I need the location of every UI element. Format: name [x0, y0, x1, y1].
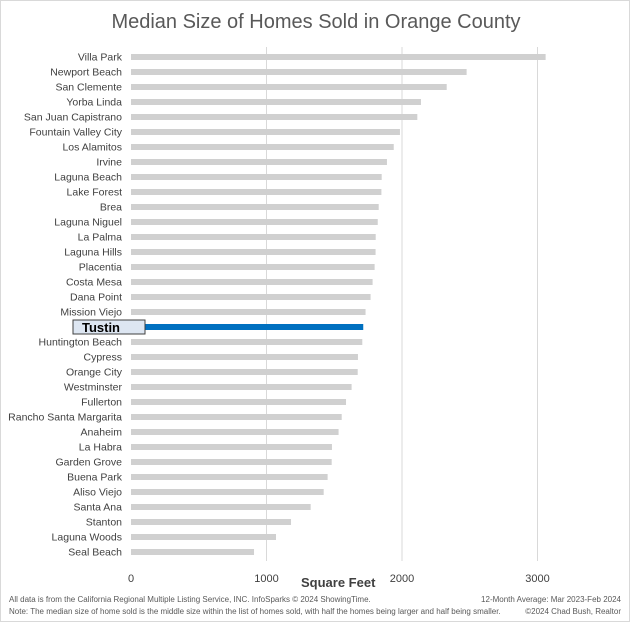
bar-costa-mesa [131, 279, 373, 285]
y-tick-label: Villa Park [78, 52, 123, 64]
y-tick-label: San Clemente [55, 82, 122, 94]
bar-santa-ana [131, 504, 311, 510]
y-tick-label: Rancho Santa Margarita [8, 412, 122, 424]
y-tick-label: Tustin [82, 320, 120, 335]
y-tick-label: La Palma [78, 232, 123, 244]
y-tick-label: Orange City [66, 367, 123, 379]
x-tick-label: 1000 [254, 573, 278, 585]
y-tick-label: Yorba Linda [66, 97, 122, 109]
bar-brea [131, 204, 379, 210]
y-tick-label: Westminster [64, 382, 123, 394]
y-tick-label: Buena Park [67, 472, 123, 484]
x-tick-label: 0 [128, 573, 134, 585]
bar-rancho-santa-margarita [131, 414, 342, 420]
bar-san-clemente [131, 84, 447, 90]
y-tick-label: Laguna Woods [52, 532, 122, 544]
chart-title: Median Size of Homes Sold in Orange Coun… [111, 11, 521, 33]
footer-period: 12-Month Average: Mar 2023-Feb 2024 [481, 595, 621, 604]
y-tick-label: Fountain Valley City [29, 127, 122, 139]
y-tick-label: Newport Beach [50, 67, 122, 79]
bar-lake-forest [131, 189, 382, 195]
y-tick-label: Mission Viejo [60, 307, 122, 319]
y-tick-label: Irvine [96, 157, 122, 169]
bar-yorba-linda [131, 99, 421, 105]
bar-placentia [131, 264, 375, 270]
bar-la-palma [131, 234, 376, 240]
bar-huntington-beach [131, 339, 363, 345]
footer-credit: ©2024 Chad Bush, Realtor [525, 607, 621, 616]
bar-westminster [131, 384, 352, 390]
bar-fullerton [131, 399, 347, 405]
y-tick-label: Cypress [83, 352, 122, 364]
bar-la-habra [131, 444, 332, 450]
bar-seal-beach [131, 549, 255, 555]
bar-buena-park [131, 474, 328, 480]
bar-laguna-beach [131, 174, 382, 180]
y-tick-label: Laguna Beach [54, 172, 122, 184]
y-tick-label: Garden Grove [55, 457, 122, 469]
y-tick-label: Placentia [79, 262, 122, 274]
footer-note: Note: The median size of home sold is th… [9, 607, 501, 616]
y-tick-label: Huntington Beach [39, 337, 123, 349]
footer-source: All data is from the California Regional… [9, 595, 371, 604]
highlight-label-box [72, 319, 146, 335]
x-axis-label: Square Feet [301, 575, 376, 590]
bar-tustin [131, 324, 364, 330]
y-tick-label: Seal Beach [68, 547, 122, 559]
y-tick-label: Laguna Hills [64, 247, 122, 259]
y-tick-label: Anaheim [81, 427, 123, 439]
y-tick-label: San Juan Capistrano [24, 112, 122, 124]
bar-orange-city [131, 369, 358, 375]
y-tick-label: Costa Mesa [66, 277, 122, 289]
y-tick-label: Fullerton [81, 397, 122, 409]
y-tick-label: Los Alamitos [62, 142, 122, 154]
y-tick-label: Laguna Niguel [54, 217, 122, 229]
y-tick-label: Lake Forest [67, 187, 123, 199]
y-tick-label: Santa Ana [74, 502, 123, 514]
bar-los-alamitos [131, 144, 394, 150]
bar-anaheim [131, 429, 339, 435]
bar-aliso-viejo [131, 489, 324, 495]
y-tick-label: Aliso Viejo [73, 487, 122, 499]
bar-stanton [131, 519, 292, 525]
x-tick-label: 3000 [525, 573, 549, 585]
bar-dana-point [131, 294, 371, 300]
bar-cypress [131, 354, 358, 360]
x-tick-label: 2000 [390, 573, 414, 585]
y-tick-label: Stanton [86, 517, 122, 529]
bar-garden-grove [131, 459, 332, 465]
y-tick-label: Dana Point [70, 292, 122, 304]
bar-fountain-valley-city [131, 129, 400, 135]
bar-laguna-hills [131, 249, 376, 255]
bar-laguna-niguel [131, 219, 378, 225]
bar-irvine [131, 159, 387, 165]
bar-newport-beach [131, 69, 467, 75]
y-tick-label: Brea [100, 202, 122, 214]
bar-san-juan-capistrano [131, 114, 418, 120]
y-tick-label: La Habra [79, 442, 122, 454]
bar-mission-viejo [131, 309, 366, 315]
bar-laguna-woods [131, 534, 276, 540]
bar-villa-park [131, 54, 546, 60]
